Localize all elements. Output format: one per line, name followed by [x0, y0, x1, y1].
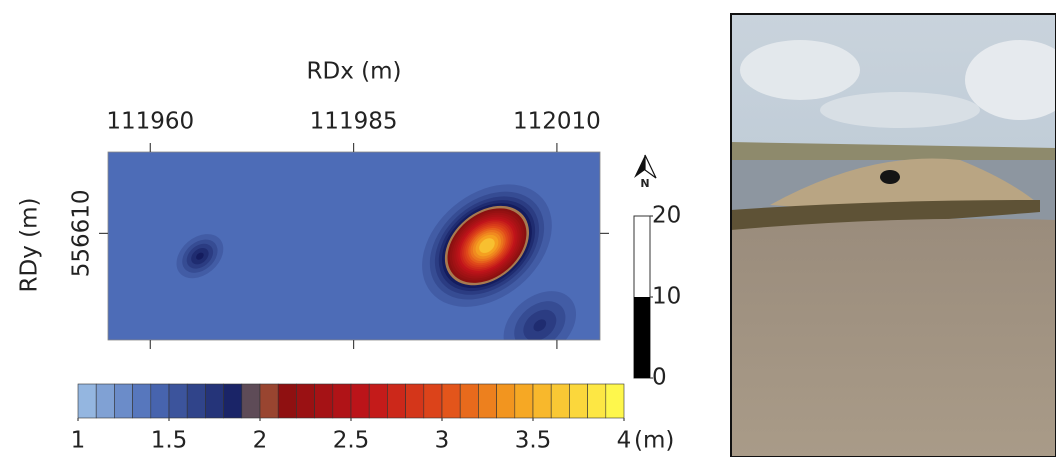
- colorbar-tick-label: 3.5: [515, 428, 552, 454]
- colorbar-segment: [169, 384, 187, 418]
- x-tick-label: 111960: [106, 109, 194, 135]
- colorbar-segment: [224, 384, 242, 418]
- figure: RDx (m) RDy (m) N 111960 111985 112010 5566…: [0, 0, 1056, 457]
- colorbar-segment: [187, 384, 205, 418]
- colorbar-segment: [387, 384, 405, 418]
- colorbar-tick-label: 1.5: [151, 428, 188, 454]
- colorbar-segment: [515, 384, 533, 418]
- colorbar-segment: [406, 384, 424, 418]
- north-label: N: [640, 177, 649, 190]
- colorbar-tick-label: 3: [435, 428, 450, 454]
- scale-bar-label: 20: [652, 203, 681, 229]
- colorbar-segment: [260, 384, 278, 418]
- colorbar-segment: [278, 384, 296, 418]
- colorbar-segment: [242, 384, 260, 418]
- colorbar-segment: [478, 384, 496, 418]
- x-tick-label: 111985: [310, 109, 398, 135]
- colorbar-segment: [205, 384, 223, 418]
- colorbar-tick-label: 1: [71, 428, 86, 454]
- colorbar-segment: [151, 384, 169, 418]
- colorbar-label: (m): [634, 428, 674, 454]
- scale-bar-label: 0: [652, 365, 667, 391]
- colorbar-segment: [296, 384, 314, 418]
- colorbar-segment: [497, 384, 515, 418]
- colorbar-segment: [369, 384, 387, 418]
- colorbar-segment: [460, 384, 478, 418]
- y-tick-label: 556610: [69, 189, 95, 277]
- colorbar-segment: [96, 384, 114, 418]
- photo: [731, 14, 1056, 457]
- colorbar-segment: [551, 384, 569, 418]
- colorbar-segment: [315, 384, 333, 418]
- scale-bar-label: 10: [652, 284, 681, 310]
- colorbar-tick-label: 2.5: [333, 428, 370, 454]
- colorbar-segment: [569, 384, 587, 418]
- y-axis-label: RDy (m): [17, 198, 43, 293]
- x-axis-label: RDx (m): [307, 59, 402, 85]
- colorbar-segment: [133, 384, 151, 418]
- colorbar-segment: [588, 384, 606, 418]
- scale-bar-fill: [634, 297, 650, 378]
- colorbar-segment: [114, 384, 132, 418]
- colorbar-segment: [78, 384, 96, 418]
- colorbar-segment: [424, 384, 442, 418]
- colorbar-segment: [442, 384, 460, 418]
- colorbar-segment: [533, 384, 551, 418]
- colorbar-segment: [606, 384, 624, 418]
- north-arrow: N: [634, 155, 656, 190]
- colorbar-tick-label: 4: [617, 428, 632, 454]
- colorbar-tick-label: 2: [253, 428, 268, 454]
- colorbar-segment: [351, 384, 369, 418]
- colorbar-segment: [333, 384, 351, 418]
- x-tick-label: 112010: [513, 109, 601, 135]
